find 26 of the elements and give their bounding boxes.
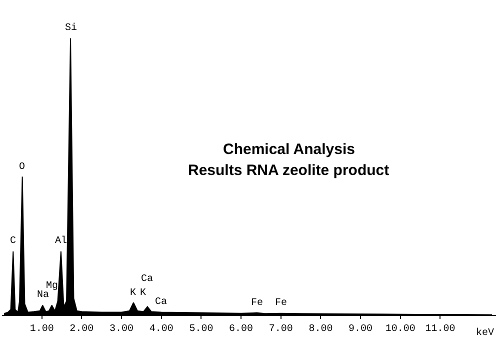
- x-tick-label: 6.00: [229, 324, 254, 335]
- text: Results RNA zeolite product: [188, 162, 390, 179]
- x-tick-label: 9.00: [348, 324, 373, 335]
- annotation: Fe: [251, 298, 264, 309]
- annotation: Al: [55, 235, 68, 247]
- annotation: Na: [37, 290, 50, 301]
- x-tick-label: 10.00: [385, 324, 416, 335]
- annotation: O: [19, 162, 26, 173]
- x-tick-label: 5.00: [189, 324, 214, 335]
- x-tick-label: 11.00: [425, 324, 456, 335]
- annotation: Fe: [275, 298, 288, 309]
- annotation: Mg: [46, 281, 58, 292]
- annotation: K: [130, 288, 136, 299]
- x-tick-label: 4.00: [149, 324, 174, 335]
- text: Chemical Analysis: [223, 141, 356, 158]
- annotation: Ca: [141, 274, 154, 285]
- x-tick-label: 8.00: [308, 324, 333, 335]
- x-axis-title: keV: [476, 327, 494, 339]
- x-tick-label: 2.00: [70, 324, 94, 335]
- annotation: Ca: [155, 297, 168, 308]
- x-tick-label: 3.00: [110, 324, 134, 335]
- annotation: K: [140, 288, 146, 299]
- annotation: C: [10, 236, 16, 247]
- x-tick-label: 7.00: [268, 324, 293, 335]
- annotation: Si: [65, 22, 78, 34]
- x-tick-label: 1.00: [30, 324, 54, 335]
